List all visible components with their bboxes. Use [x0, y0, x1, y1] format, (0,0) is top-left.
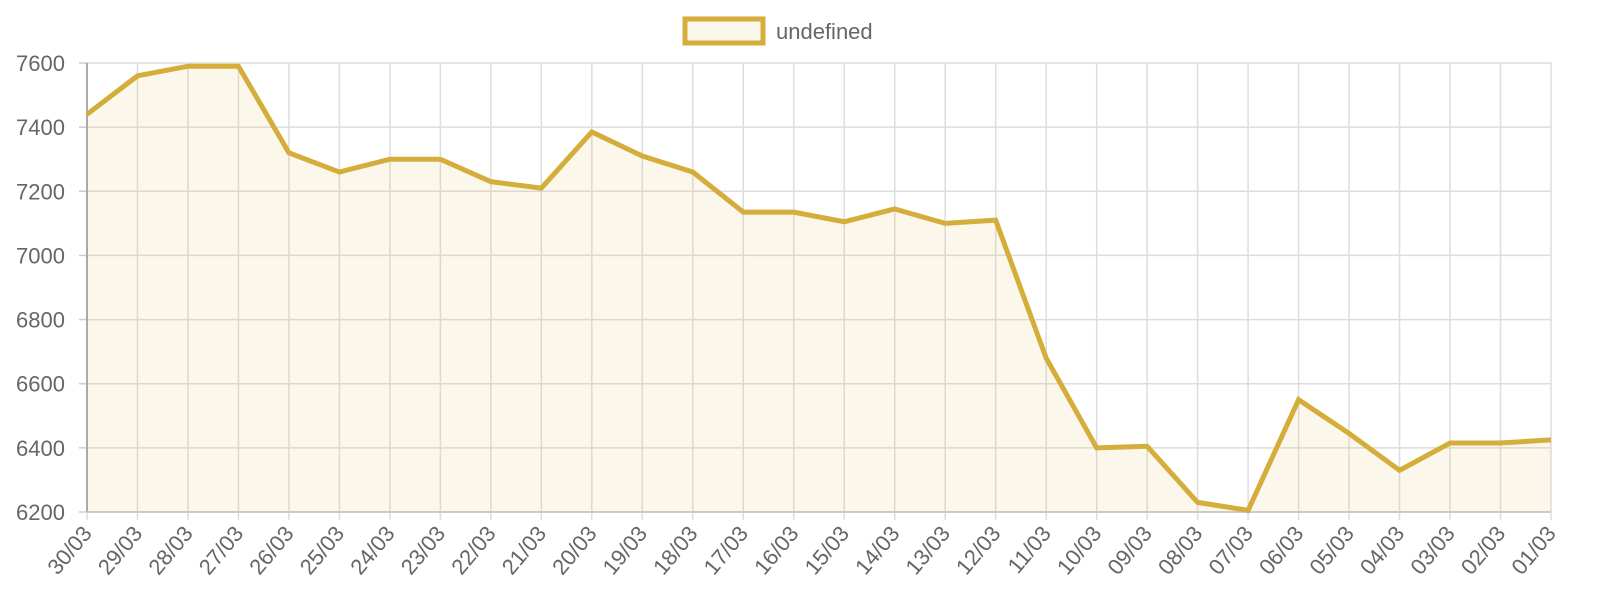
x-tick-label: 24/03 [345, 521, 400, 579]
x-tick-label: 14/03 [850, 521, 905, 579]
x-tick-label: 23/03 [396, 521, 451, 579]
x-tick-label: 19/03 [598, 521, 653, 579]
x-tick-label: 16/03 [749, 521, 804, 579]
x-tick-label: 26/03 [244, 521, 299, 579]
y-tick-label: 6600 [16, 372, 65, 397]
y-tick-label: 6800 [16, 308, 65, 333]
x-tick-label: 04/03 [1355, 521, 1410, 579]
line [85, 63, 1552, 514]
x-tick-label: 07/03 [1203, 521, 1258, 579]
x-tick-label: 25/03 [295, 521, 350, 579]
x-tick-label: 29/03 [93, 521, 148, 579]
x-tick-label: 11/03 [1003, 521, 1056, 578]
x-tick-label: 10/03 [1052, 521, 1107, 579]
x-tick-label: 27/03 [194, 521, 249, 579]
x-tick-label: 15/03 [800, 521, 855, 579]
area [87, 66, 1551, 512]
x-tick-label: 17/03 [699, 521, 754, 579]
x-tick-label: 08/03 [1153, 521, 1208, 579]
y-tick-label: 7000 [16, 243, 65, 268]
legend-swatch [682, 16, 766, 46]
x-tick-label: 09/03 [1102, 521, 1157, 579]
y-tick-label: 7400 [16, 115, 65, 140]
x-tick-label: 13/03 [900, 521, 955, 579]
x-tick-label: 20/03 [547, 521, 602, 579]
x-tick-label: 01/03 [1506, 521, 1561, 579]
x-tick-label: 06/03 [1254, 521, 1309, 579]
x-tick-label: 28/03 [143, 521, 198, 579]
x-tick-label: 05/03 [1304, 521, 1359, 579]
x-tick-label: 22/03 [446, 521, 501, 579]
x-tick-label: 18/03 [648, 521, 703, 579]
y-tick-label: 6200 [16, 500, 65, 525]
x-tick-label: 03/03 [1405, 521, 1460, 579]
x-tick-label: 30/03 [42, 521, 97, 579]
y-tick-label: 7200 [16, 179, 65, 204]
x-tick-label: 12/03 [951, 521, 1006, 579]
legend-label: undefined [776, 19, 873, 44]
y-tick-label: 7600 [16, 51, 65, 76]
x-tick-label: 02/03 [1456, 521, 1511, 579]
x-tick-label: 21/03 [497, 521, 552, 579]
y-tick-label: 6400 [16, 436, 65, 461]
